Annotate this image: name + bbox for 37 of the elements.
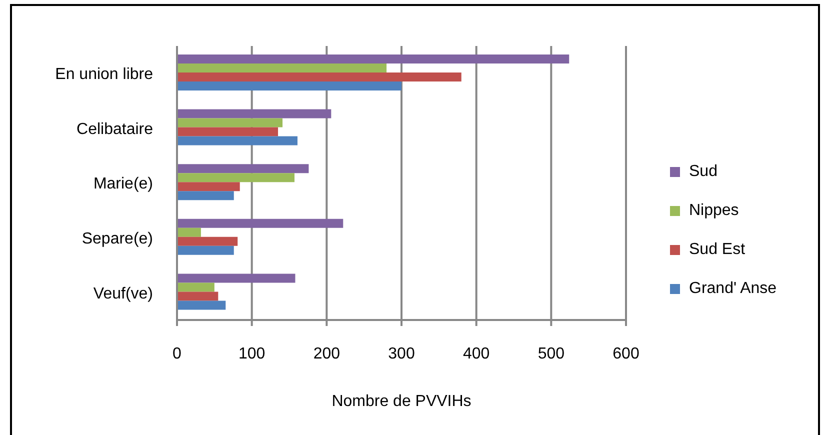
bar <box>177 191 234 200</box>
bar <box>177 127 278 136</box>
bar <box>177 81 402 90</box>
x-tick-label: 400 <box>462 345 490 362</box>
bar <box>177 72 462 82</box>
bar <box>177 63 387 72</box>
y-tick-label: Marie(e) <box>93 176 153 193</box>
bar <box>177 136 298 146</box>
legend-label: Sud Est <box>689 240 746 258</box>
bar <box>177 218 344 228</box>
x-tick-label: 200 <box>313 345 340 362</box>
x-tick-label: 100 <box>238 345 266 362</box>
y-tick-label: En union libre <box>55 66 154 84</box>
bar <box>177 228 201 237</box>
bar <box>177 300 226 310</box>
legend-label: Grand' Anse <box>689 280 777 298</box>
x-tick-label: 0 <box>172 345 182 362</box>
bar <box>177 292 218 301</box>
x-tick-label: 500 <box>538 345 565 362</box>
y-tick-label: Separe(e) <box>82 230 153 248</box>
x-tick-label: 300 <box>388 345 415 362</box>
bar <box>177 182 240 192</box>
legend-label: Sud <box>689 162 718 180</box>
bar <box>177 282 214 292</box>
bar <box>177 109 332 118</box>
legend-label: Nippes <box>689 202 739 220</box>
bar <box>177 164 309 174</box>
bar <box>177 118 283 128</box>
bar <box>177 236 238 246</box>
bar <box>177 54 570 64</box>
bar <box>177 246 234 255</box>
y-tick-label: Veuf(ve) <box>93 285 153 302</box>
x-tick-label: 600 <box>612 345 640 362</box>
bar <box>177 173 294 182</box>
y-tick-label: Celibataire <box>76 120 154 138</box>
bar <box>177 274 296 283</box>
x-axis-title: Nombre de PVVIHs <box>332 393 472 410</box>
